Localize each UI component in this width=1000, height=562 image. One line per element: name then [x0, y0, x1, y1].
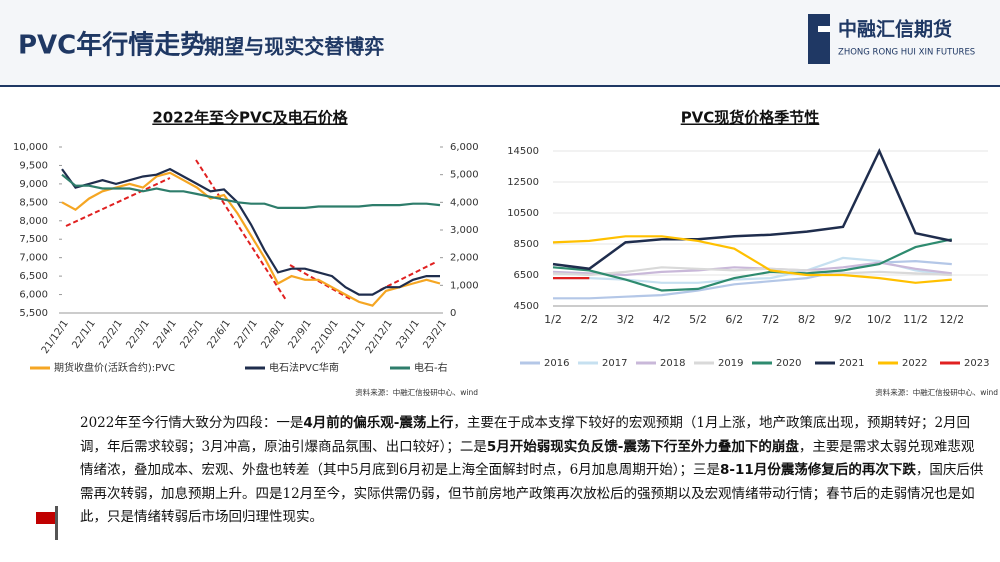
y2-tick-label: 3,000 — [450, 225, 479, 236]
paragraph-segment: 4月前的偏乐观-震荡上行 — [303, 415, 454, 431]
x-tick-label: 3/2 — [617, 313, 635, 326]
arrow — [65, 177, 171, 227]
y2-tick-label: 1,000 — [450, 280, 479, 291]
series-line — [61, 167, 440, 296]
x-tick-label: 2/2 — [580, 313, 598, 326]
x-tick-label: 7/2 — [762, 313, 780, 326]
y-tick-label: 14500 — [507, 146, 539, 157]
y-tick-label: 8500 — [514, 239, 539, 250]
legend-label: 2022 — [902, 358, 927, 369]
x-tick-label: 22/12/1 — [364, 318, 395, 356]
x-tick-label: 9/2 — [834, 313, 852, 326]
summary-paragraph: 2022年至今行情大致分为四段：一是4月前的偏乐观-震荡上行，主要在于成本支撑下… — [80, 412, 985, 530]
logo-cn: 中融汇信期货 — [838, 18, 952, 41]
paragraph-segment: ，主要在于成本支撑下较好的宏观预期（1月上涨，地产政策底出现，预期转好；2月回调… — [80, 415, 971, 455]
legend-label: 2019 — [718, 358, 743, 369]
x-tick-label: 12/2 — [939, 313, 964, 326]
x-tick-label: 6/2 — [725, 313, 743, 326]
legend-label: 2016 — [544, 358, 569, 369]
x-tick-label: 21/12/1 — [40, 318, 71, 356]
x-tick-label: 4/2 — [653, 313, 671, 326]
x-tick-label: 22/8/1 — [259, 318, 286, 351]
legend-label: 2018 — [660, 358, 685, 369]
x-tick-label: 1/2 — [544, 313, 562, 326]
y-tick-label: 7,000 — [19, 253, 48, 264]
y-tick-label: 9,500 — [19, 160, 48, 171]
legend-label: 2020 — [776, 358, 801, 369]
logo-en: ZHONG RONG HUI XIN FUTURES — [838, 48, 975, 58]
x-tick-label: 22/1/1 — [70, 318, 97, 351]
series-line — [552, 148, 953, 271]
y2-tick-label: 5,000 — [450, 170, 479, 181]
paragraph-segment: 8-11月份震荡修复后的再次下跌 — [720, 462, 916, 478]
x-tick-label: 11/2 — [903, 313, 928, 326]
source: 资料来源：中融汇信投研中心、wind — [355, 387, 478, 397]
series-line — [552, 235, 952, 284]
y2-tick-label: 4,000 — [450, 197, 479, 208]
subtitle: -期望与现实交替博弈 — [196, 35, 384, 59]
icon-sign — [36, 512, 56, 524]
legend-label: 电石-右 — [414, 361, 448, 374]
paragraph-segment: ，主要是需求太弱兑现难悲观情绪浓，叠加成本、宏观、外盘也转差（其中5月底到6月初… — [80, 438, 975, 479]
y2-tick-label: 0 — [450, 308, 456, 319]
y-tick-label: 8,000 — [19, 216, 48, 227]
source: 资料来源：中融汇信投研中心、wind — [875, 387, 998, 397]
series-line — [552, 238, 953, 292]
x-tick-label: 22/7/1 — [232, 318, 259, 351]
x-tick-label: 23/1/1 — [394, 318, 421, 351]
x-tick-label: 22/9/1 — [286, 318, 313, 351]
y-tick-label: 8,500 — [19, 197, 48, 208]
y-tick-label: 7,500 — [19, 234, 48, 245]
legend-label: 期货收盘价(活跃合约):PVC — [54, 361, 175, 374]
logo-icon — [808, 14, 830, 64]
paragraph-segment: 2022年至今行情大致分为四段：一是 — [80, 415, 304, 431]
legend-label: 2023 — [964, 358, 989, 369]
y-tick-label: 5,500 — [19, 308, 48, 319]
y2-tick-label: 6,000 — [450, 142, 479, 153]
legend-label: 2017 — [602, 358, 627, 369]
y-tick-label: 4500 — [514, 301, 539, 312]
logo-icon-bar — [818, 26, 830, 32]
chart-title: 2022年至今PVC及电石价格 — [152, 109, 348, 127]
y-tick-label: 12500 — [507, 177, 539, 188]
series-line — [61, 171, 441, 307]
y-tick-label: 10500 — [507, 208, 539, 219]
icon-pole — [55, 506, 58, 540]
y-tick-label: 6500 — [514, 270, 539, 281]
paragraph-segment: ，国庆后供需再次转弱，加息预期上升。四是12月至今，实际供需仍弱，但节前房地产政… — [80, 462, 984, 525]
y-tick-label: 9,000 — [19, 179, 48, 190]
x-tick-label: 22/5/1 — [178, 318, 205, 351]
x-tick-label: 10/2 — [867, 313, 892, 326]
arrow — [289, 264, 353, 301]
decor-icon — [36, 506, 58, 540]
series-line — [552, 261, 952, 277]
y-tick-label: 6,000 — [19, 290, 48, 301]
y-tick-label: 6,500 — [19, 271, 48, 282]
series-line — [61, 173, 441, 209]
x-tick-label: 22/6/1 — [205, 318, 232, 351]
paragraph-segment: 5月开始弱现实负反馈-震荡下行至外力叠加下的崩盘 — [486, 438, 799, 455]
x-tick-label: 22/3/1 — [124, 318, 151, 351]
x-tick-label: 8/2 — [798, 313, 816, 326]
arrow — [195, 159, 287, 301]
x-tick-label: 23/2/1 — [421, 318, 448, 351]
y-tick-label: 10,000 — [13, 142, 48, 153]
x-tick-label: 5/2 — [689, 313, 707, 326]
arrow — [379, 261, 437, 291]
x-tick-label: 22/2/1 — [97, 318, 124, 351]
x-tick-label: 22/4/1 — [151, 318, 178, 351]
trend-arrows — [65, 159, 437, 301]
chart-title: PVC现货价格季节性 — [681, 109, 820, 127]
title: PVC年行情走势 — [18, 30, 206, 61]
legend-label: 电石法PVC华南 — [269, 361, 339, 374]
series-line — [552, 266, 952, 277]
header-bg — [0, 0, 1000, 86]
y2-tick-label: 2,000 — [450, 253, 479, 264]
legend-label: 2021 — [839, 358, 864, 369]
